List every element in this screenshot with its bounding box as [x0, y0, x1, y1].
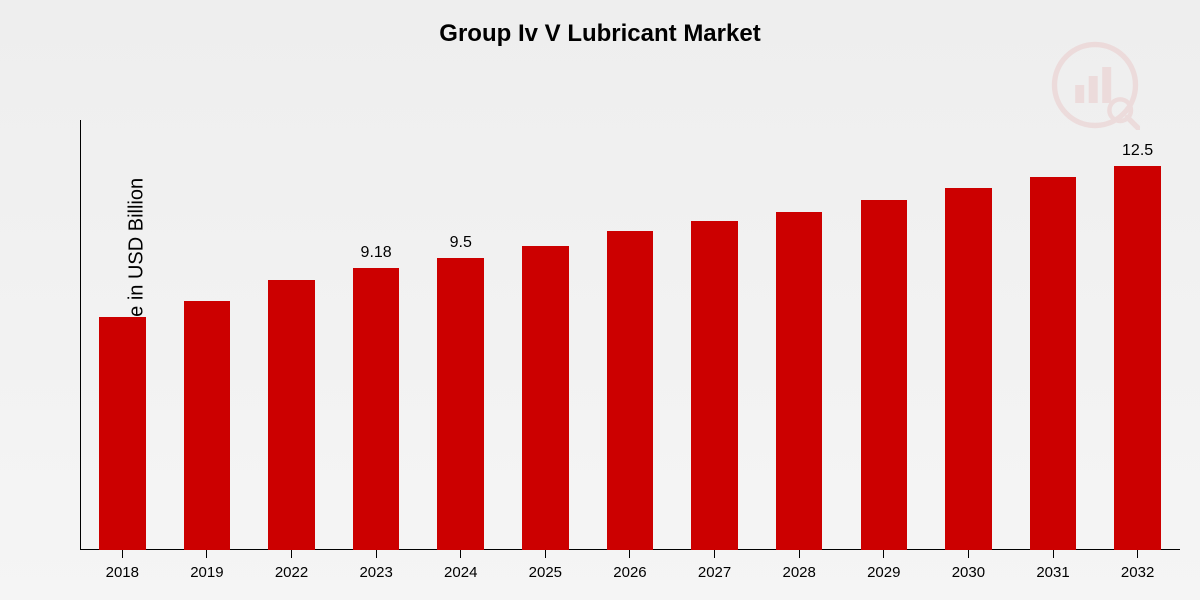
bar — [861, 200, 908, 550]
x-axis-label: 2030 — [952, 564, 985, 581]
bar-slot: 12.5 — [1095, 120, 1180, 550]
bar-slot — [588, 120, 673, 550]
bar — [184, 301, 231, 550]
tick-mark — [376, 550, 377, 558]
x-axis-label: 2018 — [106, 564, 139, 581]
chart-container: Group Iv V Lubricant Market Market Value… — [0, 0, 1200, 600]
x-tick: 2032 — [1095, 550, 1180, 600]
chart-title: Group Iv V Lubricant Market — [0, 20, 1200, 48]
tick-mark — [968, 550, 969, 558]
bar — [607, 231, 654, 550]
x-axis-label: 2026 — [613, 564, 646, 581]
bar-slot — [1011, 120, 1096, 550]
x-axis-label: 2029 — [867, 564, 900, 581]
x-axis-label: 2028 — [782, 564, 815, 581]
bar-slot — [503, 120, 588, 550]
x-tick: 2028 — [757, 550, 842, 600]
x-axis-label: 2027 — [698, 564, 731, 581]
bar — [945, 188, 992, 550]
bar-value-label: 9.5 — [450, 234, 472, 252]
bar-value-label: 12.5 — [1122, 142, 1153, 160]
plot-area: 9.18 9.5 12.5 — [80, 120, 1180, 550]
x-axis-label: 2032 — [1121, 564, 1154, 581]
bar-slot: 9.5 — [418, 120, 503, 550]
watermark-logo-icon — [1050, 40, 1140, 130]
bar — [437, 258, 484, 550]
tick-mark — [714, 550, 715, 558]
bar — [776, 212, 823, 550]
tick-mark — [883, 550, 884, 558]
x-tick: 2029 — [841, 550, 926, 600]
x-tick: 2024 — [418, 550, 503, 600]
bar — [1114, 166, 1161, 550]
tick-mark — [206, 550, 207, 558]
bar — [99, 317, 146, 550]
tick-mark — [460, 550, 461, 558]
bar-slot — [165, 120, 250, 550]
tick-mark — [1053, 550, 1054, 558]
bar-slot — [841, 120, 926, 550]
bar — [691, 221, 738, 550]
tick-mark — [291, 550, 292, 558]
bar-slot: 9.18 — [334, 120, 419, 550]
x-tick: 2018 — [80, 550, 165, 600]
bar — [353, 268, 400, 550]
tick-mark — [629, 550, 630, 558]
x-axis-label: 2019 — [190, 564, 223, 581]
x-axis-label: 2031 — [1036, 564, 1069, 581]
bar-slot — [926, 120, 1011, 550]
x-tick: 2030 — [926, 550, 1011, 600]
x-tick: 2026 — [588, 550, 673, 600]
tick-mark — [1137, 550, 1138, 558]
x-tick: 2022 — [249, 550, 334, 600]
bar — [1030, 177, 1077, 550]
x-tick: 2031 — [1011, 550, 1096, 600]
x-tick: 2023 — [334, 550, 419, 600]
x-tick: 2019 — [165, 550, 250, 600]
bars-row: 9.18 9.5 12.5 — [80, 120, 1180, 550]
x-axis: 2018 2019 2022 2023 2024 2025 2026 2027 2028 2029… — [80, 550, 1180, 600]
x-tick: 2025 — [503, 550, 588, 600]
tick-mark — [799, 550, 800, 558]
x-axis-label: 2024 — [444, 564, 477, 581]
x-axis-label: 2022 — [275, 564, 308, 581]
bar — [522, 246, 569, 550]
x-tick: 2027 — [672, 550, 757, 600]
tick-mark — [122, 550, 123, 558]
bar-slot — [757, 120, 842, 550]
bar-slot — [249, 120, 334, 550]
bar-value-label: 9.18 — [361, 244, 392, 262]
bar-slot — [672, 120, 757, 550]
x-axis-label: 2023 — [359, 564, 392, 581]
bar-slot — [80, 120, 165, 550]
bar — [268, 280, 315, 550]
tick-mark — [545, 550, 546, 558]
x-axis-label: 2025 — [529, 564, 562, 581]
